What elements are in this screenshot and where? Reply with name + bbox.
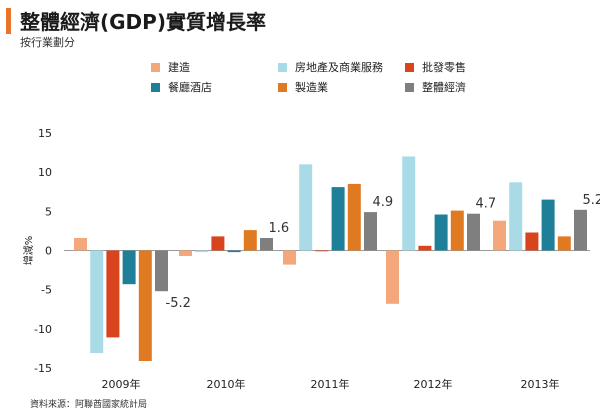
legend-label: 整體經濟 (422, 81, 466, 94)
y-tick-label: 15 (38, 127, 52, 140)
bar (557, 236, 571, 251)
data-label: 4.7 (476, 197, 497, 212)
chart-title: 整體經濟(GDP)實質增長率 (20, 10, 266, 34)
legend-item: 餐廳酒店 (151, 79, 212, 95)
bar (211, 236, 225, 251)
legend-label: 批發零售 (422, 61, 466, 74)
data-label: 4.9 (373, 195, 394, 210)
y-tick-label: -5 (41, 284, 52, 297)
bar (106, 250, 120, 338)
legend-swatch (278, 62, 287, 72)
legend-swatch (151, 62, 160, 72)
legend-swatch (405, 62, 414, 72)
bar (283, 250, 296, 265)
y-axis-label: 增減% (22, 236, 35, 266)
data-label: 1.6 (269, 221, 290, 236)
legend-label: 餐廳酒店 (168, 81, 212, 94)
legend-item: 房地產及商業服務 (278, 59, 383, 75)
x-tick-label: 2009年 (102, 377, 141, 391)
legend-swatch (151, 82, 160, 92)
y-tick-label: 5 (45, 205, 52, 218)
y-tick-label: 0 (45, 245, 52, 258)
bar (364, 212, 377, 251)
bar (260, 238, 273, 251)
bar (227, 250, 241, 253)
y-tick-label: -10 (34, 323, 52, 336)
title-accent-bar (6, 8, 11, 34)
chart-legend: 建造 房地產及商業服務 批發零售餐廳酒店 製造業 整體經濟 (0, 0, 600, 100)
bar (122, 250, 136, 285)
bar (493, 220, 506, 251)
y-tick-label: 10 (38, 166, 52, 179)
legend-swatch (278, 82, 287, 92)
bar (195, 250, 209, 253)
bar (179, 250, 192, 256)
bar (525, 232, 539, 251)
x-tick-label: 2010年 (207, 377, 246, 391)
legend-item: 製造業 (278, 79, 328, 95)
chart-subtitle: 按行業劃分 (20, 36, 75, 49)
legend-label: 製造業 (295, 81, 328, 94)
data-label: 5.2 (583, 193, 600, 208)
legend-label: 建造 (168, 61, 190, 74)
bar (243, 230, 257, 251)
bar (450, 210, 464, 251)
bar (467, 213, 480, 251)
bar (434, 214, 448, 251)
data-label: -5.2 (166, 296, 191, 311)
bar (402, 156, 416, 251)
bar (418, 245, 432, 251)
y-tick-label: -15 (34, 362, 52, 375)
bar (74, 238, 87, 251)
bar (541, 199, 555, 251)
bar (299, 164, 313, 251)
bar (138, 250, 152, 361)
legend-item: 建造 (151, 59, 190, 75)
bar (315, 250, 329, 252)
legend-item: 批發零售 (405, 59, 466, 75)
legend-label: 房地產及商業服務 (295, 61, 383, 74)
bar (386, 250, 399, 304)
data-source-note: 資料來源：阿聯酋國家統計局 (30, 400, 148, 410)
x-tick-label: 2011年 (311, 377, 350, 391)
bar (155, 250, 168, 292)
bar (90, 250, 104, 354)
legend-item: 整體經濟 (405, 79, 466, 95)
x-tick-label: 2013年 (521, 377, 560, 391)
legend-swatch (405, 82, 414, 92)
bar (347, 183, 361, 251)
bar (574, 209, 587, 251)
bar (509, 182, 523, 251)
x-tick-label: 2012年 (414, 377, 453, 391)
bar (331, 187, 345, 251)
